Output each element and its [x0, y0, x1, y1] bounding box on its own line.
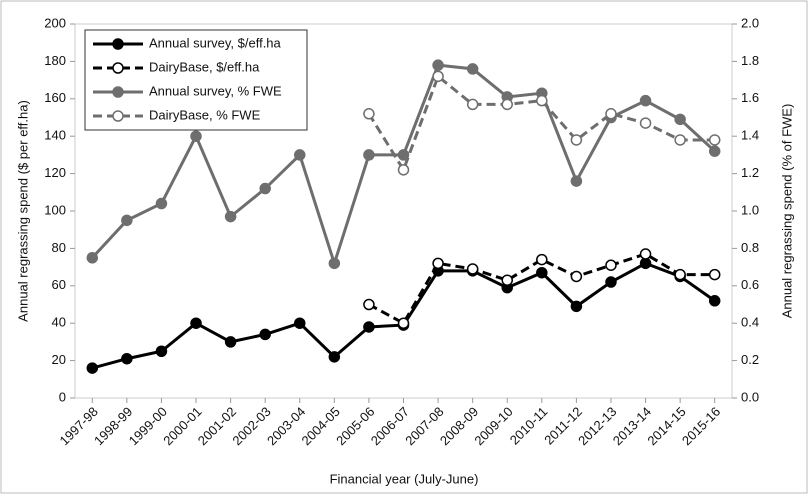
legend-marker: [112, 86, 124, 98]
y2-tick-label: 0.6: [741, 277, 759, 292]
point: [536, 253, 548, 266]
legend-label: Annual survey, $/eff.ha: [149, 35, 282, 50]
point: [328, 351, 341, 363]
point: [536, 266, 548, 279]
y2-tick-label: 1.8: [741, 53, 759, 68]
y-tick-label: 180: [44, 53, 66, 68]
point: [605, 259, 617, 271]
point: [708, 145, 721, 157]
point: [536, 94, 548, 107]
y2-tick-label: 1.6: [741, 90, 759, 105]
point: [294, 317, 306, 329]
y-axis-title: Annual regrassing spend ($ per eff.ha): [15, 100, 30, 322]
point: [397, 149, 410, 161]
y-tick-label: 140: [44, 128, 66, 143]
point: [363, 298, 375, 311]
point: [397, 317, 410, 329]
point: [501, 274, 513, 286]
y2-tick-label: 1.0: [741, 202, 759, 217]
point: [363, 321, 375, 333]
point: [708, 295, 721, 307]
y-tick-label: 200: [44, 15, 66, 30]
point: [674, 268, 686, 281]
point: [674, 113, 686, 126]
point: [708, 268, 721, 281]
y-tick-label: 120: [44, 165, 66, 180]
y-tick-label: 40: [52, 315, 66, 330]
point: [259, 182, 271, 195]
point: [466, 263, 479, 275]
point: [121, 214, 133, 227]
point: [639, 257, 652, 270]
point: [639, 248, 652, 260]
legend-marker: [112, 110, 124, 122]
y2-tick-label: 0.8: [741, 240, 759, 255]
point: [155, 197, 168, 210]
point: [501, 98, 513, 111]
point: [294, 149, 306, 161]
y2-tick-label: 0.4: [741, 315, 759, 330]
legend-label: Annual survey, % FWE: [149, 83, 282, 98]
point: [190, 317, 202, 329]
point: [432, 70, 444, 83]
point: [432, 59, 444, 71]
point: [363, 149, 375, 161]
point: [605, 276, 617, 288]
y-tick-label: 20: [52, 352, 66, 367]
x-axis-title: Financial year (July-June): [330, 471, 479, 486]
y2-tick-label: 1.2: [741, 165, 759, 180]
point: [466, 63, 479, 75]
legend-label: DairyBase, $/eff.ha: [149, 59, 260, 74]
point: [466, 98, 479, 111]
y2-tick-label: 0.0: [741, 389, 759, 404]
y-tick-label: 80: [52, 240, 66, 255]
y2-tick-label: 0.2: [741, 352, 759, 367]
point: [224, 210, 237, 223]
point: [708, 134, 721, 146]
legend-label: DairyBase, % FWE: [149, 107, 261, 122]
point: [432, 257, 444, 270]
point: [570, 175, 583, 187]
point: [190, 130, 202, 142]
y-tick-label: 160: [44, 90, 66, 105]
y-tick-label: 60: [52, 277, 66, 292]
point: [86, 252, 99, 264]
point: [639, 94, 652, 107]
point: [674, 134, 686, 146]
point: [397, 164, 410, 176]
y2-tick-label: 2.0: [741, 15, 759, 30]
point: [605, 108, 617, 120]
legend-marker: [112, 62, 124, 74]
point: [570, 134, 583, 146]
point: [328, 257, 341, 270]
series-line: [368, 252, 715, 326]
point: [570, 270, 583, 283]
y-tick-label: 0: [59, 389, 66, 404]
point: [121, 352, 133, 365]
point: [259, 328, 271, 341]
y2-axis-title: Annual regrassing spend (% of FWE): [779, 104, 794, 319]
point: [570, 300, 583, 313]
point: [224, 336, 237, 348]
point: [155, 345, 168, 357]
series-line: [367, 73, 715, 174]
legend-marker: [112, 38, 124, 50]
point: [86, 362, 99, 374]
y2-tick-label: 1.4: [741, 128, 759, 143]
point: [363, 108, 375, 120]
y-tick-label: 100: [44, 202, 66, 217]
point: [639, 117, 652, 129]
